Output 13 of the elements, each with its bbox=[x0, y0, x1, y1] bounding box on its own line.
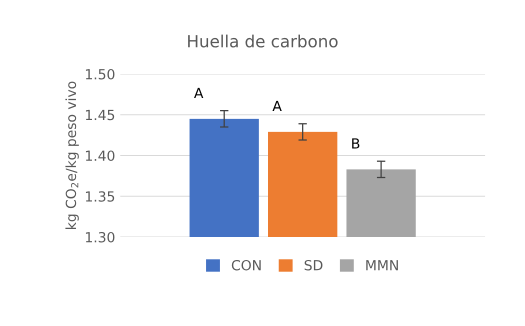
annotation: A bbox=[272, 100, 282, 112]
y-tick-label: 1.40 bbox=[86, 150, 114, 161]
annotation: A bbox=[194, 88, 204, 98]
y-tick-label: 1.50 bbox=[86, 68, 114, 80]
legend-label: CON bbox=[232, 260, 261, 270]
chart-title: Huella de carbono bbox=[188, 34, 338, 48]
y-tick-label: 1.35 bbox=[86, 191, 114, 202]
annotation: B bbox=[352, 138, 360, 149]
legend-label: MMN bbox=[366, 260, 398, 270]
legend-label: SD bbox=[304, 260, 322, 270]
y-axis-title: kg CO$_{2}$e/kg peso vivo bbox=[65, 82, 79, 229]
y-tick-label: 1.45 bbox=[86, 110, 114, 120]
y-tick-label: 1.30 bbox=[86, 232, 114, 242]
